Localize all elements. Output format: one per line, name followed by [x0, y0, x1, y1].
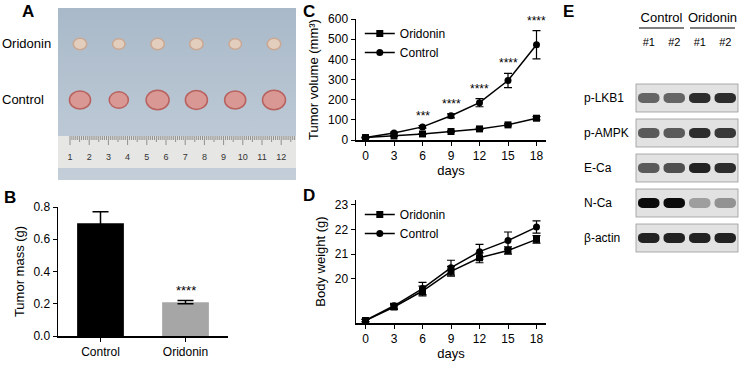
svg-text:days: days: [437, 163, 465, 178]
svg-text:3: 3: [106, 152, 111, 162]
svg-text:Oridonin: Oridonin: [688, 10, 737, 25]
svg-text:****: ****: [499, 56, 518, 70]
svg-text:8: 8: [202, 152, 207, 162]
svg-text:100: 100: [328, 113, 348, 127]
svg-text:200: 200: [328, 93, 348, 107]
svg-text:9: 9: [448, 149, 455, 163]
svg-text:Control: Control: [641, 10, 683, 25]
svg-text:20: 20: [335, 272, 349, 286]
svg-text:1: 1: [67, 152, 72, 162]
svg-text:0.8: 0.8: [33, 200, 50, 214]
svg-text:Control: Control: [400, 46, 439, 60]
svg-text:Oridonin: Oridonin: [163, 345, 208, 359]
svg-text:#1: #1: [694, 36, 706, 48]
html-text:A: A: [22, 2, 35, 21]
svg-text:****: ****: [442, 97, 461, 111]
svg-text:Oridonin: Oridonin: [400, 27, 445, 41]
svg-text:#1: #1: [643, 36, 655, 48]
svg-text:Body weight (g): Body weight (g): [313, 216, 328, 306]
svg-text:2: 2: [87, 152, 92, 162]
svg-text:Tumor mass (g): Tumor mass (g): [12, 226, 27, 317]
html-text:C: C: [303, 2, 316, 21]
svg-text:21: 21: [335, 247, 349, 261]
svg-text:#2: #2: [719, 36, 731, 48]
svg-text:9: 9: [448, 332, 455, 346]
svg-text:Control: Control: [81, 345, 120, 359]
svg-text:11: 11: [257, 152, 266, 162]
svg-text:6: 6: [419, 149, 426, 163]
svg-text:β-actin: β-actin: [584, 231, 620, 245]
html-text:Control: Control: [2, 92, 44, 107]
svg-text:0.2: 0.2: [33, 297, 50, 311]
html-text:D: D: [303, 186, 316, 205]
svg-text:7: 7: [183, 152, 188, 162]
svg-text:12: 12: [276, 152, 286, 162]
svg-text:p-LKB1: p-LKB1: [584, 91, 624, 105]
svg-text:***: ***: [416, 109, 430, 123]
html-text:E: E: [563, 2, 575, 21]
svg-text:E-Ca: E-Ca: [584, 161, 612, 175]
svg-text:5: 5: [144, 152, 149, 162]
svg-text:3: 3: [391, 332, 398, 346]
svg-text:****: ****: [176, 283, 196, 298]
svg-text:****: ****: [470, 82, 489, 96]
svg-text:p-AMPK: p-AMPK: [584, 126, 629, 140]
svg-text:22: 22: [335, 223, 349, 237]
svg-text:15: 15: [501, 332, 515, 346]
svg-text:Control: Control: [400, 227, 439, 241]
svg-text:Tumor volume (mm³): Tumor volume (mm³): [306, 19, 321, 140]
svg-text:0.0: 0.0: [33, 329, 50, 343]
html-text:B: B: [4, 188, 17, 207]
svg-text:Oridonin: Oridonin: [400, 208, 445, 222]
svg-text:0.4: 0.4: [33, 265, 50, 279]
svg-text:6: 6: [419, 332, 426, 346]
svg-text:18: 18: [530, 149, 544, 163]
svg-text:3: 3: [391, 149, 398, 163]
svg-text:10: 10: [238, 152, 248, 162]
svg-text:23: 23: [335, 198, 349, 212]
svg-text:500: 500: [328, 32, 348, 46]
svg-text:#2: #2: [668, 36, 680, 48]
svg-text:400: 400: [328, 53, 348, 67]
svg-text:9: 9: [221, 152, 226, 162]
svg-text:****: ****: [527, 14, 546, 28]
svg-text:12: 12: [473, 332, 487, 346]
svg-text:0: 0: [362, 332, 369, 346]
html-text:Oridonin: Oridonin: [2, 36, 52, 51]
svg-text:0: 0: [341, 133, 348, 147]
svg-text:0.6: 0.6: [33, 232, 50, 246]
svg-text:4: 4: [125, 152, 130, 162]
svg-text:N-Ca: N-Ca: [584, 196, 612, 210]
svg-text:days: days: [437, 346, 465, 361]
svg-text:18: 18: [530, 332, 544, 346]
svg-text:0: 0: [362, 149, 369, 163]
svg-text:15: 15: [501, 149, 515, 163]
svg-text:600: 600: [328, 12, 348, 26]
svg-text:300: 300: [328, 73, 348, 87]
svg-text:12: 12: [473, 149, 487, 163]
svg-text:6: 6: [163, 152, 168, 162]
